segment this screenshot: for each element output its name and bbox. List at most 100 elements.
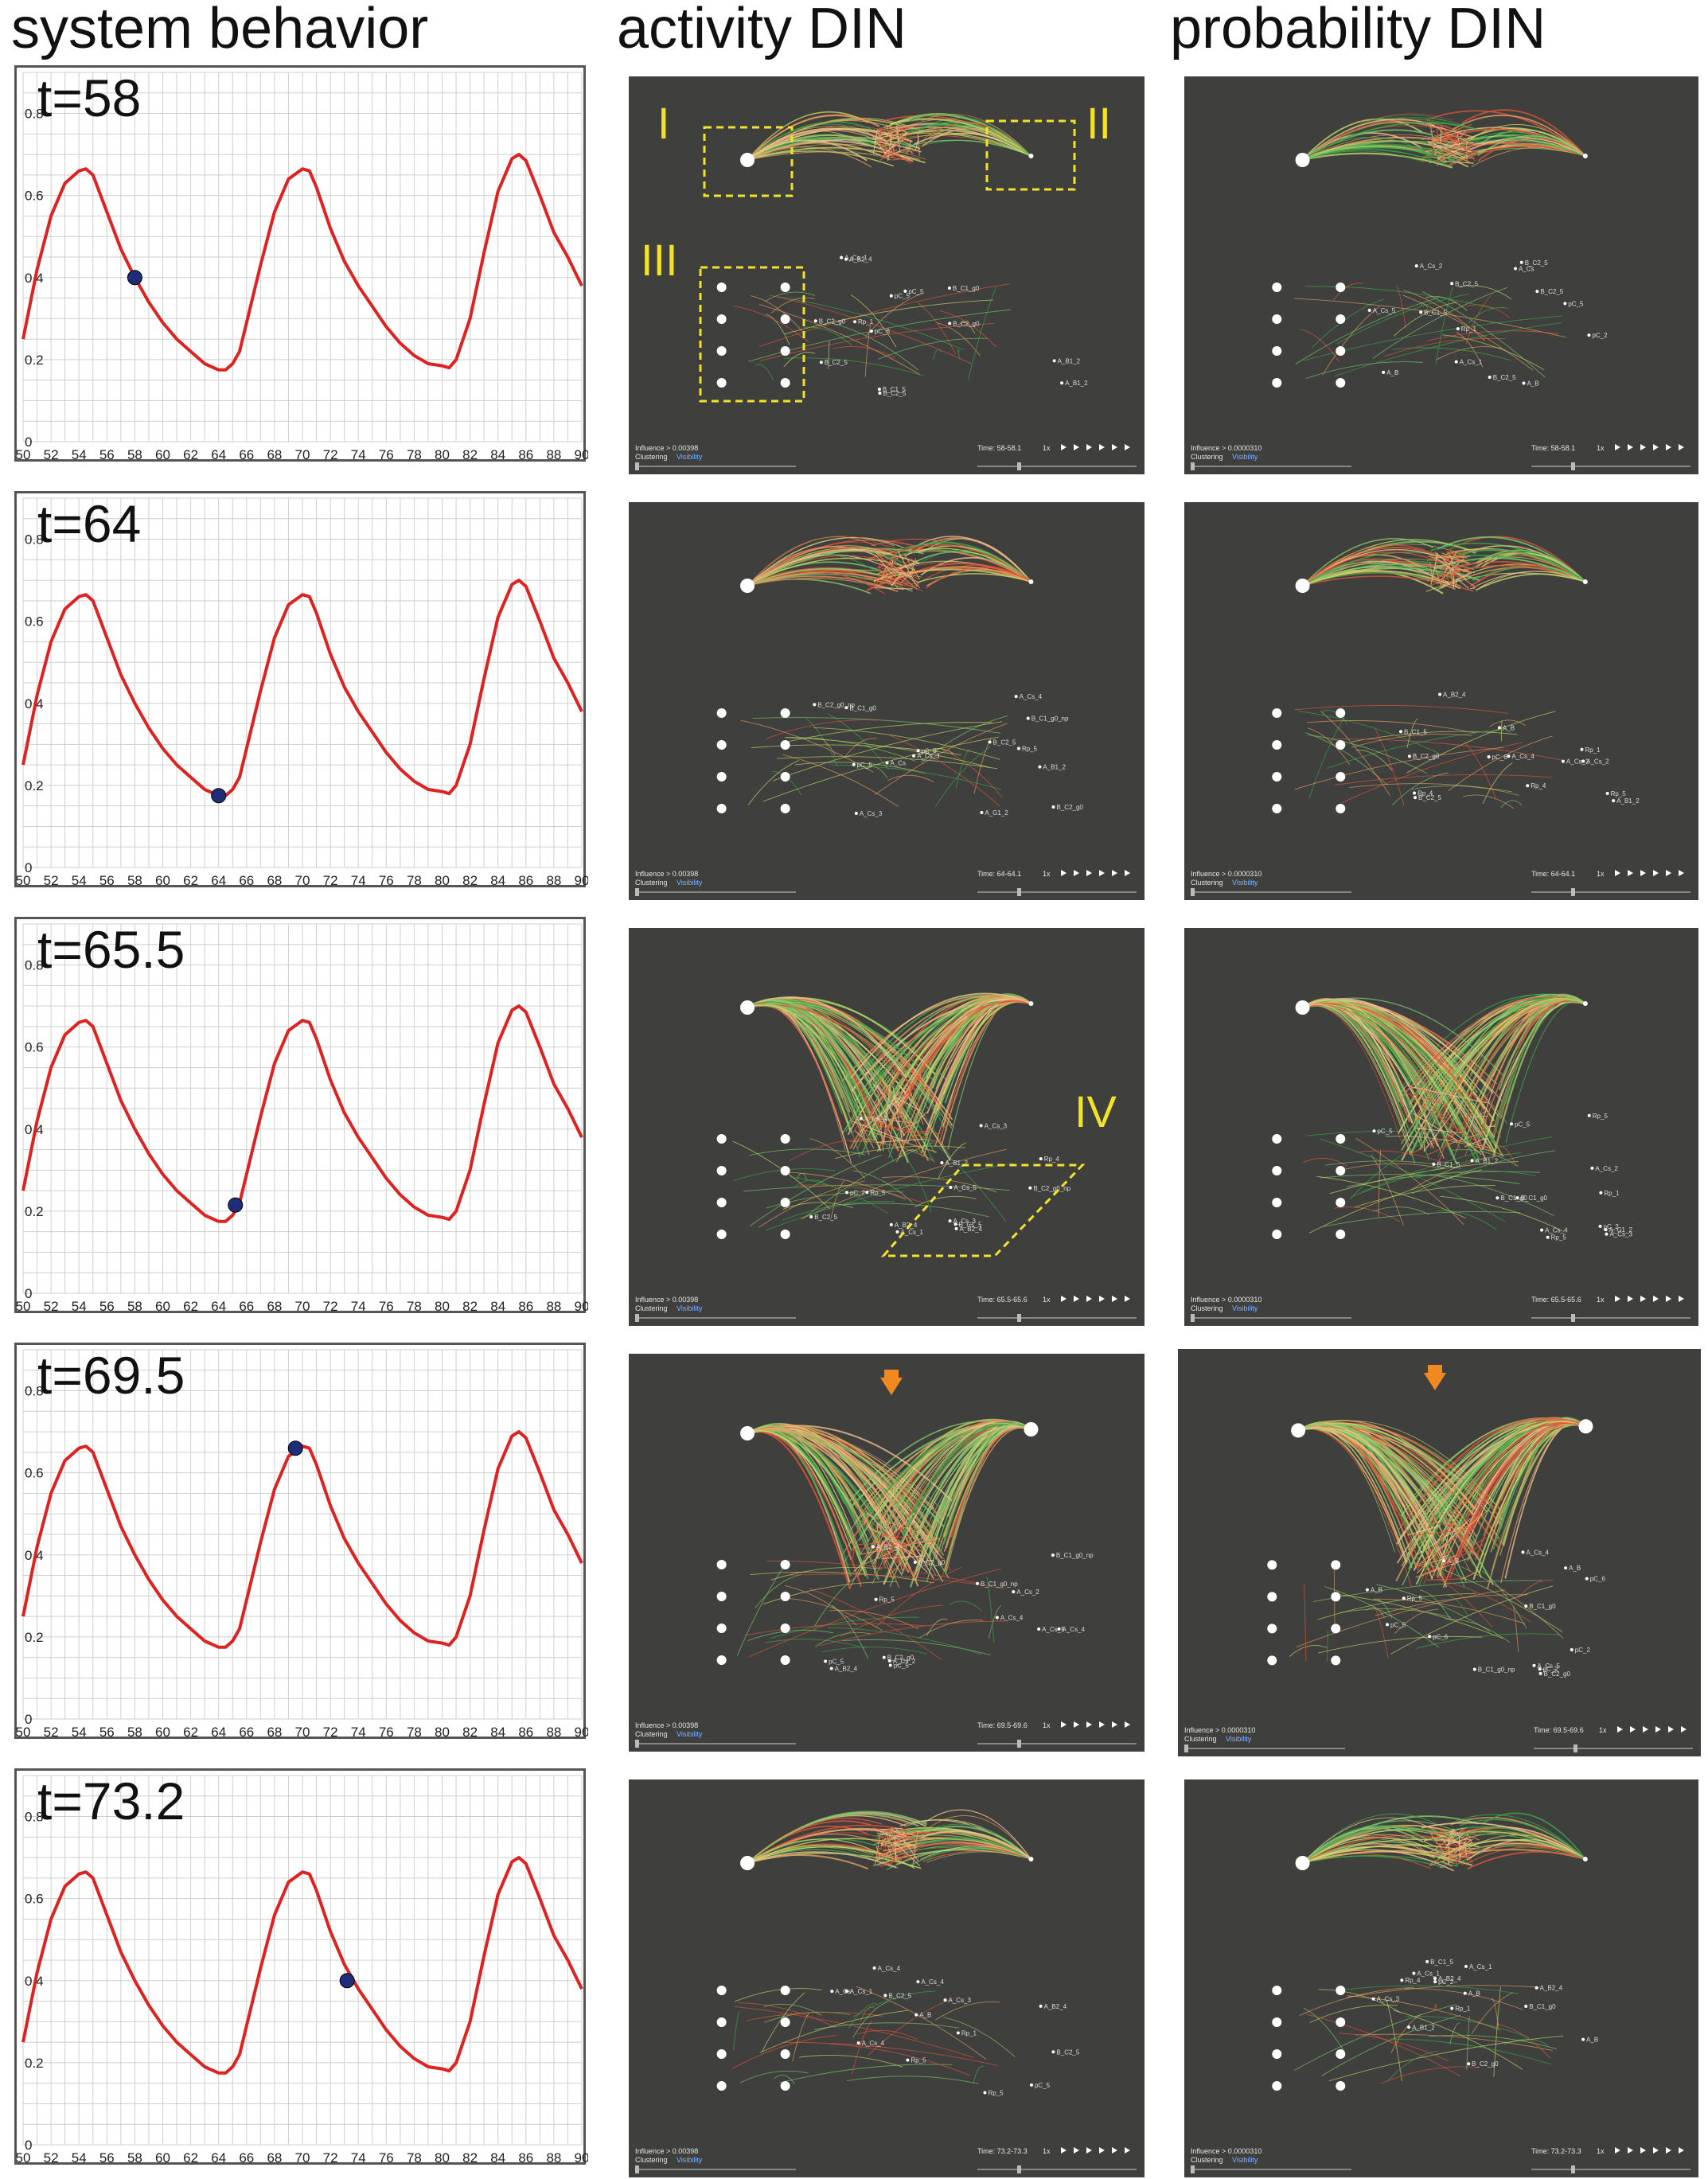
step-back-icon[interactable] [1628, 2147, 1633, 2154]
skip-forward-icon[interactable] [1679, 2147, 1684, 2154]
play-back-icon[interactable] [1640, 444, 1646, 450]
visibility-toggle[interactable]: Visibility [677, 453, 703, 461]
skip-back-icon[interactable] [1061, 1296, 1067, 1302]
skip-forward-icon[interactable] [1125, 1721, 1130, 1728]
time-slider-handle[interactable] [1017, 1314, 1021, 1322]
playback-speed[interactable]: 1x [1597, 870, 1605, 878]
influence-slider-handle[interactable] [1191, 2165, 1195, 2173]
clustering-toggle[interactable]: Clustering [1191, 453, 1223, 461]
step-back-icon[interactable] [1074, 1721, 1079, 1728]
skip-forward-icon[interactable] [1679, 870, 1684, 876]
play-icon[interactable] [1099, 444, 1105, 450]
play-icon[interactable] [1099, 1721, 1105, 1728]
time-slider-handle[interactable] [1573, 1744, 1577, 1752]
play-icon[interactable] [1099, 870, 1105, 876]
clustering-toggle[interactable]: Clustering [1184, 1735, 1217, 1743]
visibility-toggle[interactable]: Visibility [1232, 453, 1258, 461]
influence-slider-handle[interactable] [635, 2165, 639, 2173]
play-back-icon[interactable] [1640, 870, 1646, 876]
clustering-toggle[interactable]: Clustering [635, 2156, 668, 2164]
time-slider-handle[interactable] [1017, 462, 1021, 470]
skip-forward-icon[interactable] [1679, 444, 1684, 450]
step-back-icon[interactable] [1074, 444, 1079, 450]
time-slider-handle[interactable] [1017, 888, 1021, 896]
play-icon[interactable] [1655, 1726, 1661, 1733]
play-icon[interactable] [1653, 870, 1659, 876]
time-slider-handle[interactable] [1571, 888, 1575, 896]
step-back-icon[interactable] [1630, 1726, 1636, 1733]
step-forward-icon[interactable] [1666, 444, 1671, 450]
skip-back-icon[interactable] [1615, 870, 1620, 876]
time-slider-handle[interactable] [1571, 2165, 1575, 2173]
play-back-icon[interactable] [1086, 2147, 1092, 2154]
skip-forward-icon[interactable] [1125, 2147, 1130, 2154]
step-forward-icon[interactable] [1112, 444, 1117, 450]
play-back-icon[interactable] [1086, 1296, 1092, 1302]
play-back-icon[interactable] [1086, 870, 1092, 876]
clustering-toggle[interactable]: Clustering [635, 1304, 668, 1312]
visibility-toggle[interactable]: Visibility [677, 1304, 703, 1312]
playback-speed[interactable]: 1x [1597, 2147, 1605, 2155]
visibility-toggle[interactable]: Visibility [677, 879, 703, 887]
playback-speed[interactable]: 1x [1043, 2147, 1051, 2155]
skip-back-icon[interactable] [1617, 1726, 1623, 1733]
playback-speed[interactable]: 1x [1043, 1296, 1051, 1304]
step-forward-icon[interactable] [1112, 2147, 1117, 2154]
playback-speed[interactable]: 1x [1597, 444, 1605, 452]
visibility-toggle[interactable]: Visibility [677, 2156, 703, 2164]
influence-slider-handle[interactable] [1184, 1744, 1188, 1752]
clustering-toggle[interactable]: Clustering [635, 453, 668, 461]
play-icon[interactable] [1653, 1296, 1659, 1302]
step-back-icon[interactable] [1074, 870, 1079, 876]
visibility-toggle[interactable]: Visibility [1226, 1735, 1252, 1743]
step-back-icon[interactable] [1074, 1296, 1079, 1302]
play-back-icon[interactable] [1640, 1296, 1646, 1302]
time-slider-handle[interactable] [1571, 462, 1575, 470]
influence-slider-handle[interactable] [635, 462, 639, 470]
skip-back-icon[interactable] [1061, 1721, 1067, 1728]
play-icon[interactable] [1653, 2147, 1659, 2154]
skip-forward-icon[interactable] [1125, 870, 1130, 876]
play-back-icon[interactable] [1086, 1721, 1092, 1728]
time-slider-handle[interactable] [1017, 2165, 1021, 2173]
influence-slider-handle[interactable] [635, 888, 639, 896]
influence-slider-handle[interactable] [1191, 1314, 1195, 1322]
skip-back-icon[interactable] [1615, 2147, 1620, 2154]
skip-back-icon[interactable] [1061, 2147, 1067, 2154]
skip-forward-icon[interactable] [1125, 1296, 1130, 1302]
skip-forward-icon[interactable] [1681, 1726, 1687, 1733]
play-icon[interactable] [1653, 444, 1659, 450]
influence-slider-handle[interactable] [1191, 888, 1195, 896]
step-back-icon[interactable] [1074, 2147, 1079, 2154]
play-icon[interactable] [1099, 2147, 1105, 2154]
skip-forward-icon[interactable] [1125, 444, 1130, 450]
clustering-toggle[interactable]: Clustering [1191, 1304, 1223, 1312]
clustering-toggle[interactable]: Clustering [635, 1730, 668, 1738]
step-back-icon[interactable] [1628, 870, 1633, 876]
play-back-icon[interactable] [1643, 1726, 1648, 1733]
playback-speed[interactable]: 1x [1043, 444, 1051, 452]
skip-back-icon[interactable] [1615, 1296, 1620, 1302]
step-forward-icon[interactable] [1112, 870, 1117, 876]
playback-speed[interactable]: 1x [1599, 1726, 1607, 1734]
influence-slider-handle[interactable] [1191, 462, 1195, 470]
visibility-toggle[interactable]: Visibility [1232, 1304, 1258, 1312]
step-forward-icon[interactable] [1112, 1296, 1117, 1302]
time-slider-handle[interactable] [1017, 1740, 1021, 1748]
influence-slider-handle[interactable] [635, 1314, 639, 1322]
clustering-toggle[interactable]: Clustering [635, 879, 668, 887]
step-forward-icon[interactable] [1666, 870, 1671, 876]
skip-back-icon[interactable] [1061, 444, 1067, 450]
clustering-toggle[interactable]: Clustering [1191, 879, 1223, 887]
step-back-icon[interactable] [1628, 444, 1633, 450]
skip-back-icon[interactable] [1615, 444, 1620, 450]
influence-slider-handle[interactable] [635, 1740, 639, 1748]
step-back-icon[interactable] [1628, 1296, 1633, 1302]
step-forward-icon[interactable] [1112, 1721, 1117, 1728]
time-slider-handle[interactable] [1571, 1314, 1575, 1322]
visibility-toggle[interactable]: Visibility [677, 1730, 703, 1738]
play-back-icon[interactable] [1086, 444, 1092, 450]
skip-forward-icon[interactable] [1679, 1296, 1684, 1302]
step-forward-icon[interactable] [1668, 1726, 1674, 1733]
visibility-toggle[interactable]: Visibility [1232, 2156, 1258, 2164]
